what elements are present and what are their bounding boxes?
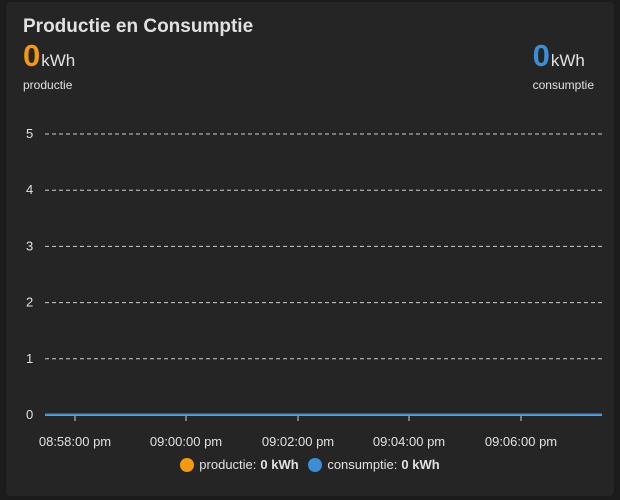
x-tick-label-4: 09:06:00 pm bbox=[485, 434, 557, 449]
x-tick-label-3: 09:04:00 pm bbox=[373, 434, 445, 449]
line-chart: 0 1 2 3 4 5 08:58:00 pm 09:00:00 pm 09:02:00 pm 0… bbox=[26, 126, 602, 449]
legend-item-consumptie[interactable]: consumptie: 0 kWh bbox=[308, 457, 440, 472]
legend-dot-consumptie bbox=[308, 457, 323, 472]
production-unit: kWh bbox=[41, 51, 76, 70]
production-value: 0 bbox=[23, 38, 41, 73]
production-label: productie bbox=[23, 78, 73, 92]
card-title: Productie en Consumptie bbox=[23, 16, 254, 37]
y-tick-label-5: 5 bbox=[26, 126, 33, 141]
consumption-value: 0 bbox=[532, 38, 550, 73]
production-stat: 0kWh productie bbox=[23, 38, 75, 92]
legend-dot-productie bbox=[180, 457, 195, 472]
consumption-label: consumptie bbox=[532, 78, 594, 92]
y-tick-label-0: 0 bbox=[26, 407, 33, 422]
legend-value-consumptie: 0 kWh bbox=[401, 457, 440, 472]
y-tick-label-3: 3 bbox=[26, 238, 33, 253]
consumption-stat: 0kWh consumptie bbox=[533, 38, 594, 92]
legend-value-productie: 0 kWh bbox=[260, 457, 299, 472]
legend-label-consumptie: consumptie: bbox=[327, 457, 398, 472]
x-tick-label-0: 08:58:00 pm bbox=[39, 434, 111, 449]
y-tick-label-1: 1 bbox=[26, 351, 33, 366]
y-tick-label-2: 2 bbox=[26, 295, 33, 310]
chart-legend: productie: 0 kWh consumptie: 0 kWh bbox=[6, 457, 614, 475]
chart-card: Productie en Consumptie 0kWh productie 0… bbox=[6, 2, 614, 496]
legend-item-productie[interactable]: productie: 0 kWh bbox=[180, 457, 299, 472]
y-tick-label-4: 4 bbox=[26, 182, 33, 197]
consumption-unit: kWh bbox=[550, 51, 585, 70]
x-tick-label-2: 09:02:00 pm bbox=[262, 434, 334, 449]
legend-label-productie: productie: bbox=[199, 457, 257, 472]
x-tick-label-1: 09:00:00 pm bbox=[150, 434, 222, 449]
